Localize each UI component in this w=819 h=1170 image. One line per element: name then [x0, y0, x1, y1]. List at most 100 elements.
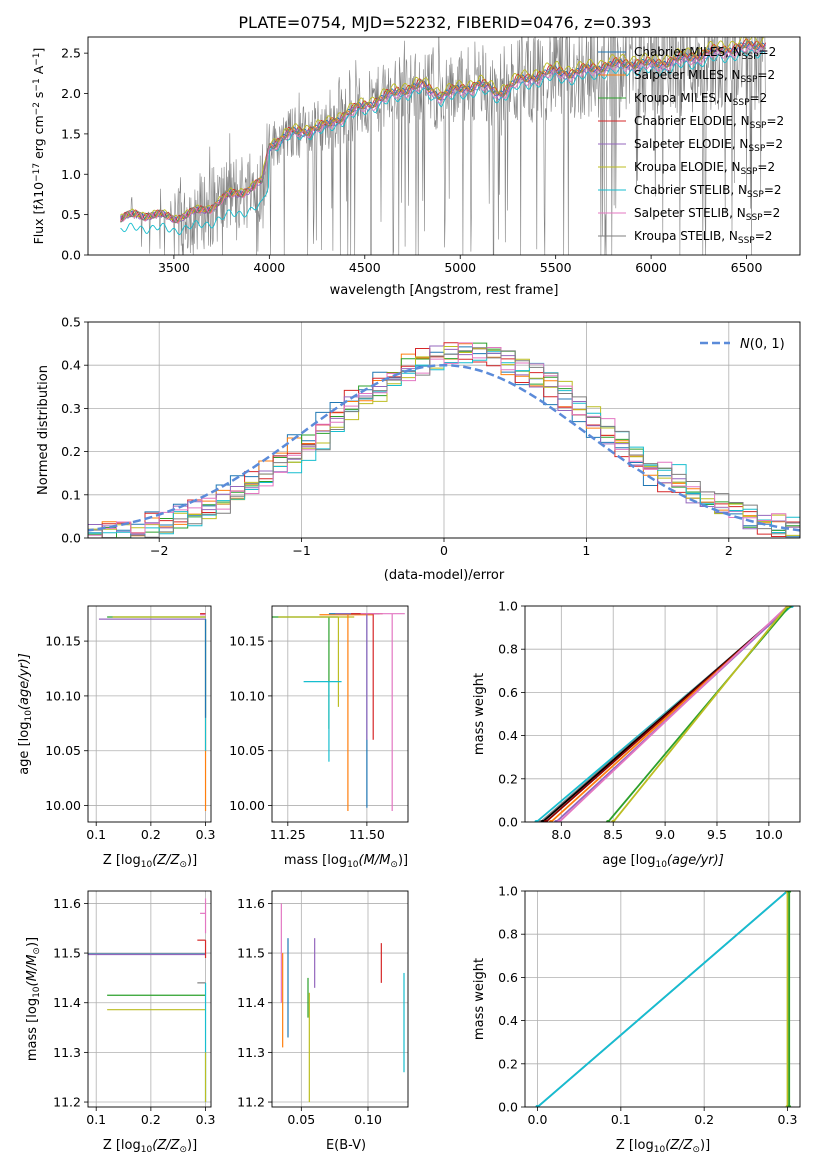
label-part: (age/yr)] [17, 653, 32, 710]
label-part: =2 [763, 206, 781, 220]
label-part: erg cm [31, 115, 46, 163]
label-part: ⊙ [179, 1145, 187, 1155]
legend-label: Kroupa ELODIE, NSSP=2 [634, 160, 775, 177]
y-axis-label: Normed distribution [36, 365, 51, 495]
y-tick-label: 11.2 [53, 1095, 81, 1110]
label-part: mass [log [284, 853, 347, 868]
legend-label: Chabrier STELIB, NSSP=2 [634, 183, 782, 200]
label-part: Salpeter STELIB, N [634, 206, 746, 220]
label-part: 10 [654, 1145, 666, 1155]
label-part: =2 [757, 160, 775, 174]
y-tick-label: 2.5 [61, 46, 81, 61]
label-part: )] [187, 1138, 197, 1153]
cumulative-marker [534, 820, 539, 822]
label-part: SSP [741, 75, 758, 85]
cumulative-marker [606, 820, 611, 822]
label-part: mass [log [25, 998, 40, 1061]
x-tick-label: 0.0 [528, 1112, 548, 1127]
y-axis-label: mass weight [472, 673, 487, 755]
x-tick-label: 0.10 [354, 1112, 382, 1127]
y-axis-label: age [log10(age/yr)] [17, 653, 34, 775]
model-line [120, 49, 766, 236]
legend-label: Salpeter MILES, NSSP=2 [634, 68, 775, 85]
x-tick-label: 9.0 [655, 827, 675, 842]
label-part: =2 [766, 114, 784, 128]
label-part: )] [25, 937, 40, 947]
y-tick-label: 0.5 [61, 315, 81, 330]
y-tick-label: 11.2 [237, 1095, 265, 1110]
y-tick-label: 0.8 [498, 927, 518, 942]
label-part: Kroupa STELIB, N [634, 229, 738, 243]
label-part: ⊙ [692, 1145, 700, 1155]
cumulative-line [612, 606, 789, 822]
y-tick-label: 0.4 [498, 1013, 518, 1028]
y-tick-label: 10.05 [45, 743, 81, 758]
label-part: −1 [32, 52, 42, 65]
cumulative-marker [548, 820, 553, 822]
x-tick-label: 1 [582, 543, 590, 558]
label-part: ] [31, 48, 46, 53]
y-tick-label: 10.00 [229, 798, 265, 813]
label-part: =2 [764, 183, 782, 197]
y-axis-label: mass weight [472, 958, 487, 1040]
y-tick-label: 0.6 [498, 685, 518, 700]
cum_Z-plot-area [535, 891, 792, 1107]
legend-label: Salpeter ELODIE, NSSP=2 [634, 137, 783, 154]
label-part: SSP [748, 144, 765, 154]
legend-label: Chabrier ELODIE, NSSP=2 [634, 114, 784, 131]
label-part: SSP [746, 213, 763, 223]
x-axis-label: Z [log10(Z/Z⊙)] [103, 853, 197, 870]
label-part: (M/M [25, 955, 40, 987]
x-axis-label: age [log10(age/yr)] [602, 853, 724, 870]
x-axis-label: mass [log10(M/M⊙)] [284, 853, 408, 870]
label-part: ⊙ [390, 860, 398, 870]
x-tick-label: 0.3 [196, 827, 216, 842]
model-line [120, 40, 766, 224]
x-tick-label: 0 [440, 543, 448, 558]
y-tick-label: 1.0 [498, 884, 518, 899]
y-tick-label: 11.6 [53, 896, 81, 911]
residuals-plot-area [88, 342, 800, 538]
x-axis-label: (data-model)/error [384, 568, 505, 583]
label-part: A [31, 65, 46, 78]
label-part: =2 [759, 45, 777, 59]
y-tick-label: 11.3 [237, 1045, 265, 1060]
axes-frame [271, 890, 409, 1108]
x-tick-label: 0.3 [196, 1112, 216, 1127]
label-part: −1 [32, 78, 42, 91]
x-tick-label: 0.2 [141, 1112, 161, 1127]
cumulative-marker [554, 820, 559, 822]
label-part: SSP [738, 236, 755, 246]
cum_Z-axes: 0.0 0.1 0.2 0.3 0.0 0.2 0.4 0.6 0.8 1.0 Z [log10(Z… [472, 884, 801, 1155]
label-part: age [log [602, 853, 655, 868]
x-tick-label: 4000 [253, 260, 285, 275]
y-tick-label: 10.10 [229, 688, 265, 703]
axes-frame [524, 890, 801, 1108]
x-tick-label: 8.0 [551, 827, 571, 842]
label-part: SSP [742, 52, 759, 62]
age_vs_mass-plot-area [272, 613, 405, 812]
histogram-step [88, 347, 800, 538]
legend-label: Kroupa STELIB, NSSP=2 [634, 229, 772, 246]
label-part: 10 [141, 860, 153, 870]
y-tick-label: 0.3 [61, 401, 81, 416]
axes-frame [271, 605, 409, 823]
x-axis-label: E(B-V) [326, 1138, 366, 1153]
age_vs_mass-axes: 11.25 11.50 10.00 10.05 10.10 10.15 mass [log1… [229, 605, 409, 870]
observed-spectrum [120, 37, 766, 255]
label-part: −2 [32, 102, 42, 115]
y-tick-label: 11.5 [237, 946, 265, 961]
cumulative-marker [535, 1105, 540, 1107]
cumulative-marker [540, 820, 545, 822]
cumulative-marker [557, 820, 562, 822]
y-tick-label: 0.2 [498, 1056, 518, 1071]
figure-title: PLATE=0754, MJD=52232, FIBERID=0476, z=0… [238, 13, 651, 32]
y-tick-label: 0.4 [498, 728, 518, 743]
spectrum-axes: 3500 4000 4500 5000 5500 6000 6500 0.0 0.5 1.0 1.5… [31, 36, 801, 298]
histogram-step [88, 342, 800, 536]
x-tick-label: 11.50 [349, 827, 385, 842]
x-tick-label: 11.25 [270, 827, 306, 842]
y-tick-label: 0.0 [498, 1100, 518, 1115]
label-part: Flux [f [31, 205, 46, 245]
cumulative-marker [543, 820, 548, 822]
